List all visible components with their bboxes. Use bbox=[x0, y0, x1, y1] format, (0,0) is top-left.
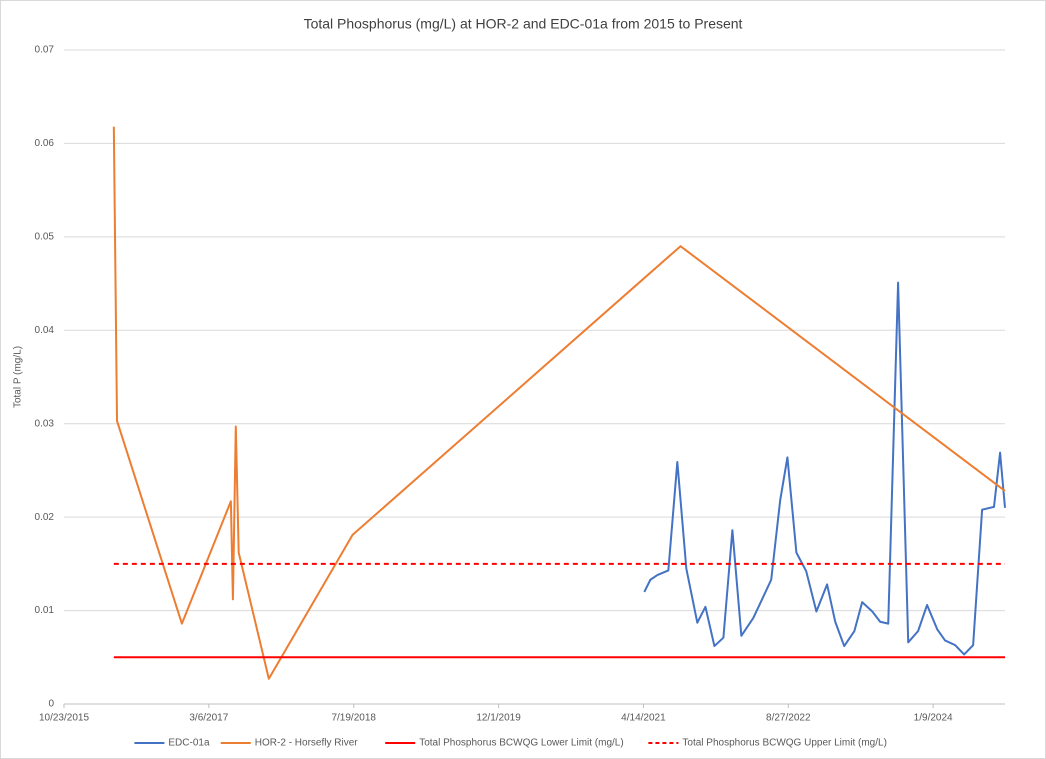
y-tick-label: 0.02 bbox=[35, 512, 55, 523]
x-tick-label: 10/23/2015 bbox=[39, 713, 89, 724]
y-tick-label: 0 bbox=[48, 699, 54, 710]
series-line bbox=[112, 126, 1006, 680]
x-tick-label: 3/6/2017 bbox=[189, 713, 228, 724]
x-tick-label: 8/27/2022 bbox=[766, 713, 811, 724]
y-tick-label: 0.01 bbox=[35, 605, 55, 616]
x-tick-label: 1/9/2024 bbox=[914, 713, 953, 724]
y-tick-label: 0.06 bbox=[35, 138, 55, 149]
legend-label: Total Phosphorus BCWQG Lower Limit (mg/L… bbox=[419, 738, 624, 749]
x-tick-label: 7/19/2018 bbox=[331, 713, 376, 724]
y-tick-label: 0.05 bbox=[35, 231, 55, 242]
y-axis-label: Total P (mg/L) bbox=[13, 346, 24, 408]
chart-title: Total Phosphorus (mg/L) at HOR-2 and EDC… bbox=[304, 16, 743, 32]
legend-label: HOR-2 - Horsefly River bbox=[255, 738, 358, 749]
x-tick-label: 12/1/2019 bbox=[476, 713, 521, 724]
y-tick-label: 0.04 bbox=[35, 325, 55, 336]
series-line bbox=[643, 281, 1006, 656]
y-tick-label: 0.03 bbox=[35, 418, 55, 429]
y-tick-label: 0.07 bbox=[35, 45, 55, 56]
x-tick-label: 4/14/2021 bbox=[621, 713, 666, 724]
legend-label: Total Phosphorus BCWQG Upper Limit (mg/L… bbox=[682, 738, 887, 749]
legend-label: EDC-01a bbox=[168, 738, 210, 749]
